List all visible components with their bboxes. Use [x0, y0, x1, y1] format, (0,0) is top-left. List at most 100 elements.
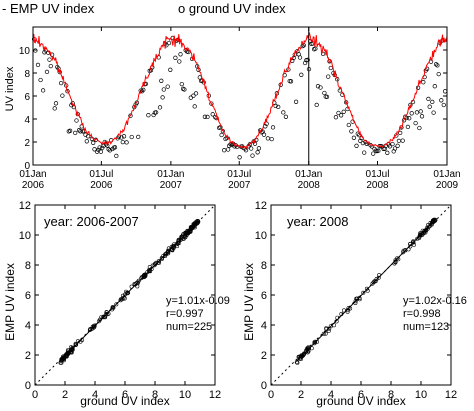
scatter-point [361, 290, 366, 295]
ground-uv-point [85, 134, 91, 139]
ground-uv-point [436, 71, 441, 77]
ground-uv-point [336, 110, 341, 116]
ground-uv-point [98, 149, 104, 154]
scatter-point [172, 242, 177, 247]
ground-uv-point [427, 104, 432, 109]
ground-uv-point [179, 81, 184, 87]
ground-uv-point [324, 94, 330, 100]
ground-uv-point [341, 109, 346, 114]
scatter-point [374, 276, 379, 281]
legend-emp-label: - EMP UV index [2, 1, 95, 16]
scatter-point [400, 250, 405, 255]
ground-uv-point [385, 150, 390, 155]
ground-uv-point [333, 115, 339, 120]
scatter-point [80, 337, 85, 342]
ground-uv-point [44, 69, 50, 75]
scatter-y-tick-label: 0 [25, 380, 31, 392]
scatter-point [408, 244, 413, 249]
ground-uv-point [151, 112, 156, 118]
ground-uv-point [371, 151, 376, 156]
top-x-tick-label: 01Jan [19, 169, 46, 180]
ground-uv-point [124, 140, 129, 145]
ground-uv-point [205, 114, 210, 120]
ground-uv-point [146, 113, 151, 118]
ground-uv-point [119, 135, 124, 140]
ground-uv-point [400, 138, 405, 143]
scatter-point [415, 236, 420, 241]
top-y-tick-label: 2 [24, 138, 30, 149]
ground-uv-point [178, 52, 183, 57]
scatter-point [423, 230, 428, 235]
scatter-x-tick-label: 0 [32, 389, 38, 401]
scatter-point [150, 263, 155, 268]
scatter-y-tick-label: 2 [261, 350, 267, 362]
ground-uv-point [299, 72, 304, 77]
scatter-point [376, 275, 381, 280]
ground-uv-point [396, 138, 402, 144]
ground-uv-point [161, 87, 166, 92]
scatter-point [135, 284, 140, 289]
scatter-point [377, 273, 382, 278]
scatter-point [142, 274, 147, 279]
scatter-point [59, 360, 64, 365]
scatter-x-tick-label: 6 [358, 389, 364, 401]
ground-uv-point [249, 146, 254, 151]
ground-uv-point [433, 62, 439, 67]
ground-uv-point [256, 146, 262, 151]
stats-r-2006-2007: r=0.997 [166, 308, 204, 320]
ground-uv-point [344, 100, 349, 105]
scatter-point [176, 237, 181, 242]
scatter-y-tick-label: 12 [19, 200, 31, 212]
ground-uv-point [91, 140, 96, 145]
scatter-point [101, 315, 106, 320]
ground-uv-point [188, 95, 193, 100]
ground-uv-point [261, 132, 267, 137]
scatter-point [184, 230, 189, 235]
scatter-point [297, 356, 302, 361]
ground-uv-point [441, 102, 446, 108]
scatter-point [345, 308, 350, 313]
top-x-tick-label: 01Jan [433, 169, 460, 180]
scatter-point [129, 284, 134, 289]
scatter-x-tick-label: 6 [122, 389, 128, 401]
regression-fit-line [60, 220, 199, 361]
scatter-x-tick-label: 12 [445, 389, 457, 401]
stats-slope-2006-2007: y=1.01x-0.09 [166, 295, 230, 307]
scatter-point [66, 351, 71, 356]
scatter-point [169, 246, 174, 251]
scatter-point [418, 231, 423, 236]
top-x-tick-label: 01Jul [366, 169, 390, 180]
ground-uv-point [76, 128, 82, 133]
scatter-point [174, 242, 179, 247]
scatter-point [353, 300, 358, 305]
top-x-tick-label: 01Jan [157, 169, 184, 180]
scatter-point [110, 305, 115, 310]
scatter-point [321, 331, 326, 336]
scatter-y-tick-label: 12 [255, 200, 267, 212]
ground-uv-point [265, 136, 271, 141]
ground-uv-point [191, 93, 196, 98]
scatter-point [430, 220, 435, 225]
ground-uv-point [129, 134, 134, 140]
ground-uv-point [270, 125, 276, 130]
scatter-point [295, 360, 300, 365]
scatter-point [110, 307, 115, 312]
ground-uv-point [237, 155, 242, 160]
scatter-point [75, 339, 80, 344]
ground-uv-point [349, 129, 354, 134]
scatter-point [406, 247, 411, 252]
ground-uv-point [139, 89, 145, 94]
scatter-point [294, 360, 299, 365]
emp-series-line [32, 31, 448, 150]
scatter-y-tick-label: 6 [25, 290, 31, 302]
ground-uv-point [166, 40, 172, 46]
scatter-point [426, 224, 431, 229]
ground-uv-point [136, 134, 141, 140]
scatter-point [341, 308, 346, 313]
ground-uv-point [52, 106, 57, 111]
scatter-point [157, 258, 162, 263]
top-x-tick-label: 01Jul [89, 169, 113, 180]
ground-uv-point [219, 132, 224, 138]
ground-uv-point [84, 139, 89, 144]
scatter-y-axis-label-2008: EMP UV index [242, 263, 256, 341]
